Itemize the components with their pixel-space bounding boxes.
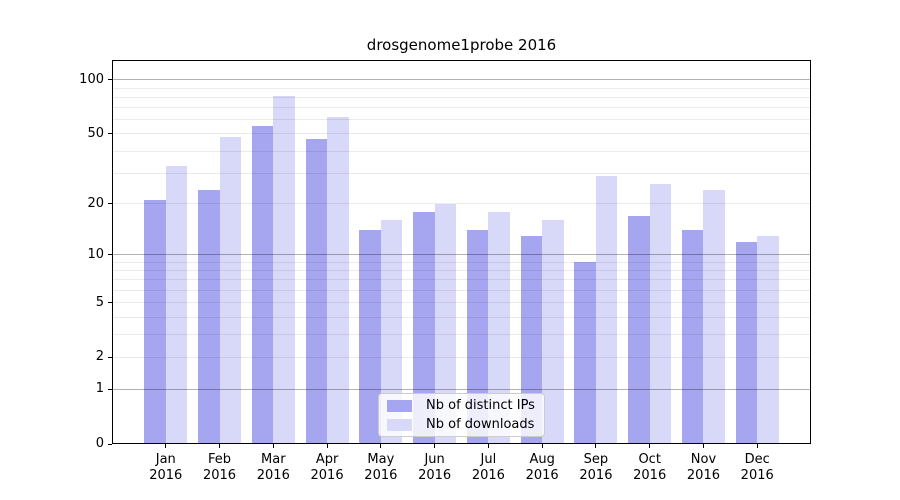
bar-ips-sep: [574, 262, 596, 444]
minor-gridline: [112, 87, 811, 89]
y-tick-label: 100: [79, 71, 104, 87]
x-tick-label: Nov 2016: [686, 452, 720, 483]
y-tick-mark: [108, 203, 112, 205]
x-tick-label: Aug 2016: [525, 452, 559, 483]
y-tick-label: 2: [95, 349, 104, 365]
y-tick-mark: [108, 79, 112, 81]
bar-downloads-apr: [327, 117, 349, 444]
bar-ips-dec: [735, 241, 758, 444]
minor-gridline: [112, 270, 811, 272]
minor-gridline: [112, 289, 811, 291]
bar-ips-mar: [251, 126, 274, 444]
x-tick-mark: [272, 444, 274, 448]
x-tick-label: Apr 2016: [310, 452, 344, 483]
bar-downloads-jan: [165, 165, 188, 444]
bar-ips-jul: [466, 230, 489, 444]
bar-downloads-sep: [595, 175, 618, 444]
minor-gridline: [112, 150, 811, 152]
legend-item: Nb of downloads: [387, 416, 536, 433]
y-tick-mark: [108, 302, 112, 304]
bar-downloads-jul: [488, 211, 510, 444]
x-tick-label: Dec 2016: [740, 452, 774, 483]
bar-downloads-aug: [542, 220, 564, 444]
y-tick-label: 5: [95, 294, 104, 310]
x-tick-mark: [595, 444, 597, 448]
x-tick-label: Jul 2016: [471, 452, 505, 483]
x-tick-label: May 2016: [364, 452, 398, 483]
y-tick-label: 1: [95, 381, 104, 397]
x-tick-mark: [702, 444, 704, 448]
y-tick-label: 10: [87, 246, 104, 262]
bar-downloads-oct: [649, 183, 672, 444]
minor-gridline: [112, 119, 811, 121]
minor-gridline: [112, 302, 811, 304]
major-gridline: [112, 254, 811, 256]
x-tick-label: Mar 2016: [256, 452, 290, 483]
y-tick-label: 50: [87, 125, 104, 141]
bar-downloads-feb: [219, 136, 242, 444]
y-tick-mark: [108, 133, 112, 135]
x-tick-mark: [649, 444, 651, 448]
y-tick-label: 0: [95, 436, 104, 451]
legend-item: Nb of distinct IPs: [387, 397, 536, 414]
bar-ips-aug: [520, 235, 543, 444]
x-tick-label: Oct 2016: [633, 452, 667, 483]
x-tick-mark: [756, 444, 758, 448]
legend: Nb of distinct IPs Nb of downloads: [378, 393, 545, 437]
bar-downloads-mar: [273, 96, 295, 444]
bar-ips-jan: [144, 200, 166, 444]
major-gridline: [112, 79, 811, 81]
minor-gridline: [112, 96, 811, 98]
x-tick-label: Jun 2016: [418, 452, 452, 483]
bar-ips-apr: [305, 138, 328, 444]
x-tick-mark: [165, 444, 167, 448]
x-tick-mark: [541, 444, 543, 448]
bar-ips-may: [359, 230, 381, 444]
x-tick-mark: [326, 444, 328, 448]
bar-ips-oct: [628, 215, 650, 444]
minor-gridline: [112, 356, 811, 358]
legend-swatch-downloads: [387, 418, 412, 431]
x-tick-mark: [380, 444, 382, 448]
major-gridline: [112, 388, 811, 390]
bar-ips-jun: [413, 211, 435, 444]
minor-gridline: [112, 203, 811, 205]
chart-title: drosgenome1probe 2016: [366, 36, 557, 54]
bar-ips-feb: [198, 190, 220, 444]
y-tick-mark: [108, 356, 112, 358]
y-tick-mark: [108, 443, 112, 445]
x-tick-mark: [434, 444, 436, 448]
minor-gridline: [112, 261, 811, 263]
minor-gridline: [112, 279, 811, 281]
legend-label: Nb of distinct IPs: [426, 398, 535, 413]
y-tick-label: 20: [87, 195, 104, 211]
legend-label: Nb of downloads: [426, 417, 535, 432]
x-tick-label: Feb 2016: [202, 452, 237, 483]
x-tick-mark: [487, 444, 489, 448]
minor-gridline: [112, 133, 811, 135]
x-tick-mark: [219, 444, 221, 448]
bar-ips-nov: [681, 230, 704, 444]
minor-gridline: [112, 334, 811, 336]
minor-gridline: [112, 316, 811, 318]
y-tick-mark: [108, 254, 112, 256]
bar-downloads-jun: [434, 203, 457, 444]
legend-swatch-distinct-ips: [387, 399, 412, 412]
minor-gridline: [112, 172, 811, 174]
y-tick-mark: [108, 388, 112, 390]
x-tick-label: Sep 2016: [579, 452, 613, 483]
bar-downloads-dec: [757, 235, 779, 444]
bar-downloads-may: [380, 220, 403, 444]
x-tick-label: Jan 2016: [149, 452, 183, 483]
bar-downloads-nov: [703, 190, 725, 444]
minor-gridline: [112, 107, 811, 109]
